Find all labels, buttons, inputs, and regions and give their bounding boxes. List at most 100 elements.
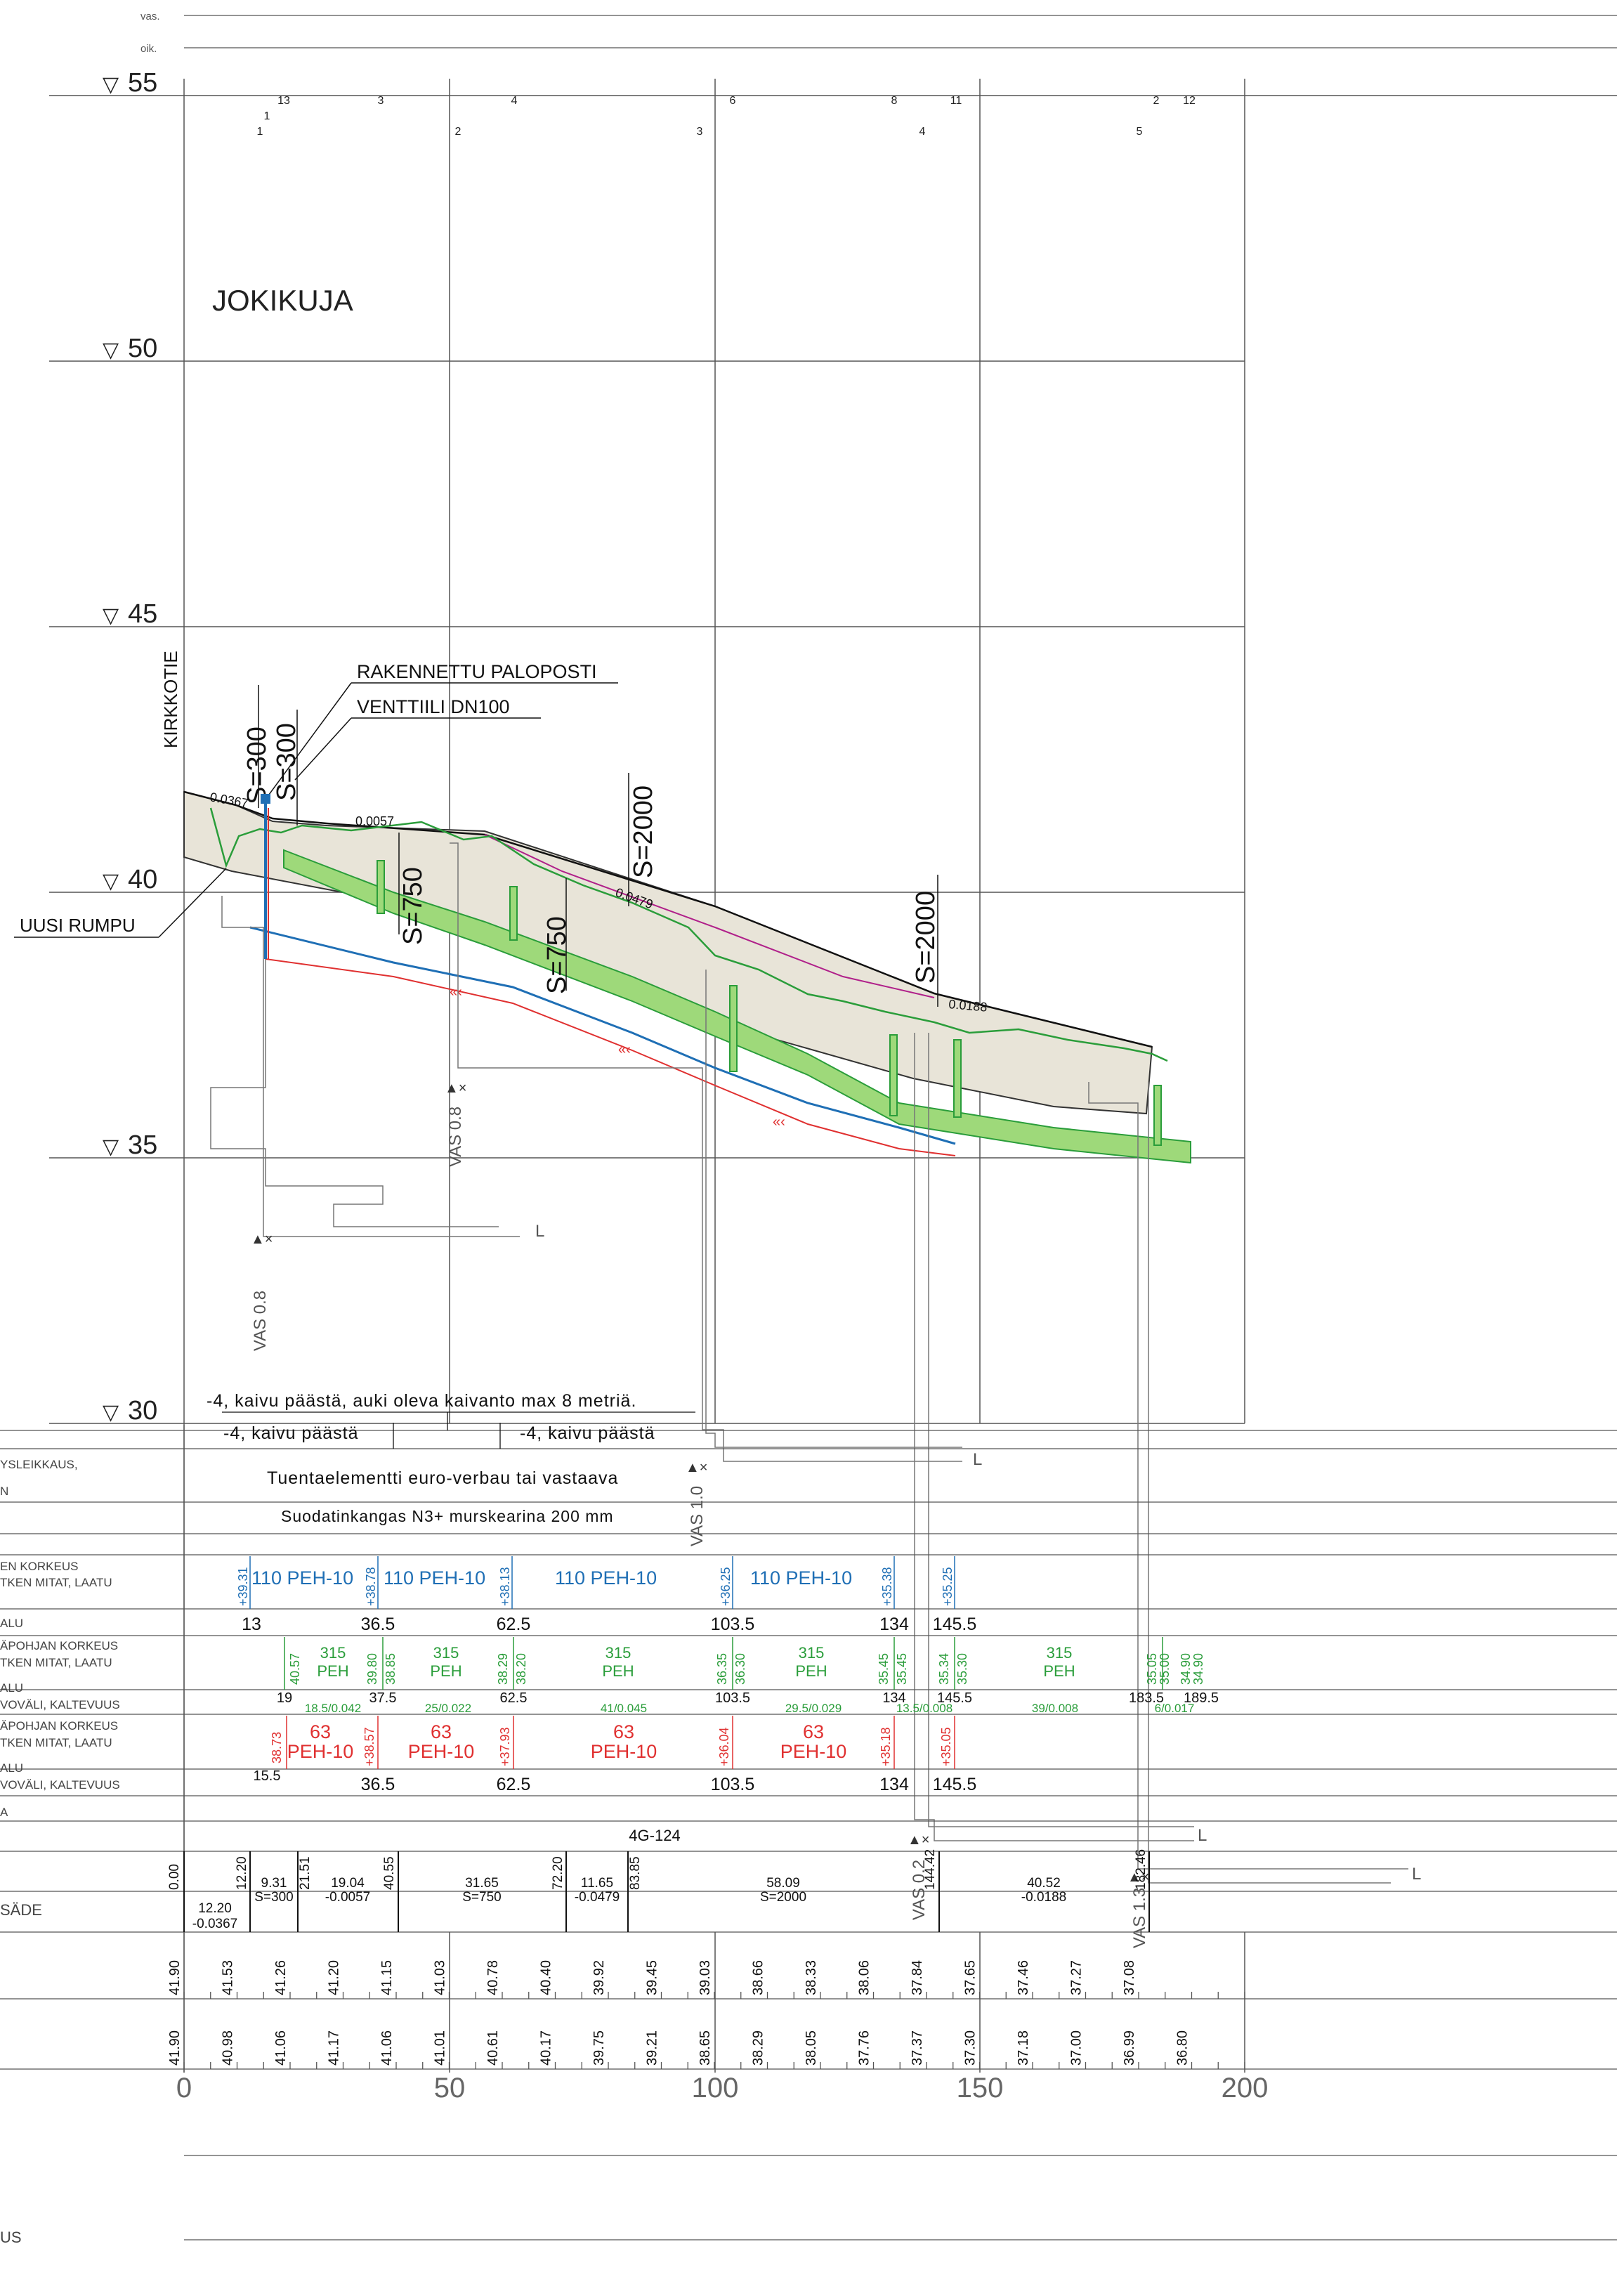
- elev-label-50: 50: [128, 334, 157, 363]
- row-label: TKEN MITAT, LAATU: [0, 1736, 112, 1749]
- design-elevation-value: 41.20: [327, 1960, 342, 1995]
- station-axis-label: 0: [176, 2073, 192, 2103]
- station-value: 145.5: [937, 1690, 972, 1706]
- pressure-row: 38.73 +38.57 +37.93 +36.04 +35.18 +35.05…: [270, 1716, 955, 1769]
- vas-marker-icon: ▲×: [1127, 1870, 1149, 1885]
- sewer-elev: 35.00: [1158, 1653, 1172, 1685]
- design-elevation-value: 41.90: [167, 1960, 183, 1995]
- station-value: 134: [879, 1615, 909, 1634]
- existing-elevation-value: 37.18: [1016, 2030, 1031, 2066]
- vas-label: VAS 0.2: [910, 1860, 929, 1920]
- vertical-curve-label: S=300: [242, 726, 272, 804]
- existing-elevation-value: 37.76: [857, 2030, 872, 2066]
- existing-elevation-value: 40.61: [485, 2030, 501, 2066]
- point-number: 3: [378, 95, 384, 107]
- existing-elevation-value: 38.65: [698, 2030, 713, 2066]
- design-elevation-value: 40.78: [485, 1960, 501, 1995]
- top-point-numbers: 13 3 4 6 8 11 2 12 1 1 2 3 4 5: [257, 95, 1196, 138]
- segment-length: 19.04: [331, 1876, 365, 1891]
- profile-station: 40.55: [382, 1856, 397, 1890]
- existing-elevation-value: 36.99: [1122, 2030, 1137, 2066]
- station-value: 36.5: [361, 1615, 395, 1634]
- point-number: 11: [950, 95, 962, 107]
- existing-elevation-row: 41.90 40.98 41.06 41.17 41.06 41.01 40.61 40.17…: [167, 2030, 1191, 2066]
- water-elev: +35.38: [880, 1567, 894, 1606]
- manhole-shaft: [729, 985, 738, 1072]
- profile-segments: 12.20 -0.0367 9.31 S=300 19.04 -0.0057 3…: [192, 1876, 1066, 1931]
- row-label: US: [0, 2229, 22, 2246]
- sewer-elev: 38.85: [384, 1653, 398, 1685]
- row-label: N: [0, 1485, 8, 1498]
- sewer-elev: 36.30: [733, 1653, 747, 1685]
- water-elev: +35.25: [941, 1567, 955, 1606]
- sewer-pipe-band: [283, 849, 1191, 1164]
- existing-elevation-value: 37.00: [1069, 2030, 1085, 2066]
- manhole-shaft: [377, 860, 385, 914]
- design-elevation-value: 37.27: [1069, 1960, 1085, 1995]
- pressure-material: PEH-10: [287, 1741, 354, 1762]
- pipe-code: 4G-124: [629, 1827, 680, 1844]
- sewer-stations: 19 37.5 62.5 103.5 134 145.5 183.5 189.5: [277, 1690, 1219, 1706]
- station-value: 62.5: [497, 1775, 531, 1794]
- vas-label: VAS 1.3: [1130, 1888, 1149, 1948]
- pressure-elev: +36.04: [717, 1727, 731, 1766]
- kaivu-text-a: -4, kaivu päästä: [223, 1423, 359, 1443]
- vertical-curve-label: S=750: [398, 867, 428, 945]
- row-label: ÄPOHJAN KORKEUS: [0, 1639, 118, 1652]
- existing-elevation-value: 40.98: [221, 2030, 236, 2066]
- vas-marker-icon: ▲×: [686, 1460, 707, 1475]
- design-elevation-value: 37.08: [1122, 1960, 1137, 1995]
- water-pipe-spec: 110 PEH-10: [384, 1567, 485, 1589]
- point-number: 12: [1183, 95, 1196, 107]
- point-number: 4: [511, 95, 518, 107]
- row-label: ALU: [0, 1681, 23, 1695]
- design-elevation-value: 40.40: [539, 1960, 554, 1995]
- elevation-labels: ▽ 55 ▽ 50 ▽ 45 ▽ 40 ▽ 35 ▽ 30: [103, 68, 157, 1426]
- segment-value: -0.0367: [192, 1917, 237, 1931]
- L-marker: L: [1412, 1865, 1421, 1884]
- kaivu-full-text: -4, kaivu päästä, auki oleva kaivanto ma…: [207, 1391, 636, 1411]
- point-number: 3: [697, 126, 703, 138]
- segment-value: S=300: [254, 1890, 293, 1905]
- station-value: 62.5: [497, 1615, 531, 1634]
- existing-elevation-value: 40.17: [539, 2030, 554, 2066]
- elev-triangle-icon: ▽: [103, 604, 119, 627]
- point-number: 6: [730, 95, 736, 107]
- station-value: 145.5: [933, 1615, 977, 1634]
- profile-station: 182.46: [1134, 1849, 1148, 1890]
- span-value: 29.5/0.029: [785, 1702, 842, 1715]
- street-name: JOKIKUJA: [212, 284, 353, 317]
- station-value: 37.5: [369, 1690, 397, 1706]
- sewer-elev: 35.45: [895, 1653, 909, 1685]
- sewer-elev: 38.29: [496, 1653, 510, 1685]
- row-label: TKEN MITAT, LAATU: [0, 1576, 112, 1589]
- existing-elevation-value: 39.21: [645, 2030, 660, 2066]
- design-elevation-value: 39.92: [591, 1960, 607, 1995]
- elev-triangle-icon: ▽: [103, 870, 119, 893]
- design-elevation-value: 41.03: [433, 1960, 448, 1995]
- span-value: 41/0.045: [601, 1702, 647, 1715]
- kaivu-text-b: -4, kaivu päästä: [520, 1423, 655, 1443]
- sewer-size: 315: [433, 1644, 459, 1662]
- sewer-material: PEH: [602, 1662, 634, 1680]
- sewer-elev: 35.05: [1145, 1653, 1159, 1685]
- point-number: 4: [919, 126, 926, 138]
- sewer-elev: 35.30: [955, 1653, 969, 1685]
- water-pipe-spec: 110 PEH-10: [750, 1567, 852, 1589]
- tuenta-text: Tuentaelementti euro-verbau tai vastaava: [267, 1468, 618, 1488]
- profile-geometry-row: 0.00 12.20 21.51 40.55 72.20 83.85 144.4…: [167, 1849, 1150, 1932]
- design-elevation-value: 38.33: [804, 1960, 819, 1995]
- row-label-oik: oik.: [140, 43, 157, 55]
- station-value: 19: [277, 1690, 292, 1706]
- flow-arrow-icon: «‹: [618, 1042, 631, 1057]
- design-elevation-value: 41.53: [221, 1960, 236, 1995]
- water-elev: +38.13: [498, 1567, 512, 1606]
- existing-elevation-value: 39.75: [591, 2030, 607, 2066]
- vertical-curve-label: S=750: [542, 916, 572, 994]
- suodatin-text: Suodatinkangas N3+ murskearina 200 mm: [281, 1507, 614, 1525]
- row-label: EN KORKEUS: [0, 1560, 78, 1573]
- water-stations: 13 36.5 62.5 103.5 134 145.5: [242, 1615, 976, 1634]
- row-label: VOVÄLI, KALTEVUUS: [0, 1698, 120, 1711]
- point-number: 5: [1137, 126, 1143, 138]
- vas-label: VAS 0.8: [251, 1291, 270, 1351]
